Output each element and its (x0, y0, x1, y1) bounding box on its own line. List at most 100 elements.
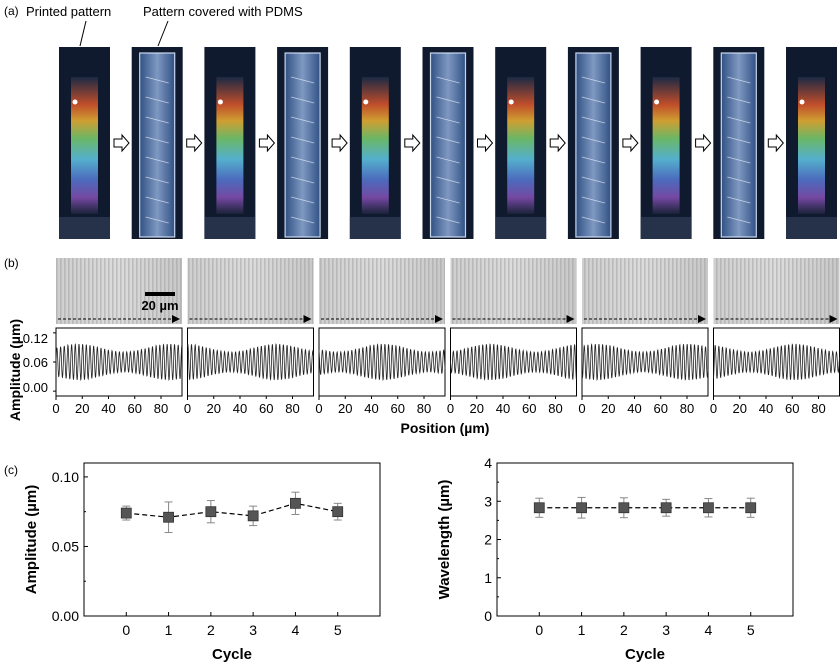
data-point (120, 507, 132, 519)
printed-pattern-photo (204, 47, 256, 239)
xtick-label: 1 (165, 622, 173, 638)
profile-xtick-label: 40 (759, 401, 773, 416)
micrograph-panel (713, 258, 840, 324)
ytick-label: 3 (484, 493, 492, 509)
profile-xtick-label: 40 (496, 401, 510, 416)
xtick-label: 2 (620, 622, 628, 638)
profile-xtick-label: 60 (654, 401, 668, 416)
profile-xtick-label: 40 (233, 401, 247, 416)
pdms-covered-photo (713, 47, 765, 239)
ytick-label: 1 (484, 570, 492, 586)
profile-xtick-label: 20 (601, 401, 615, 416)
data-point (163, 511, 174, 523)
micrograph-panel (450, 258, 577, 324)
sequence-arrow-icon (113, 133, 130, 153)
amplitude-vs-cycle-chart: 0.00 0.05 0.10 0 1 2 3 4 5 Cycle Amplitude (µm) (23, 462, 381, 663)
plot-frame (83, 462, 381, 617)
series-line (126, 502, 338, 518)
micrograph-panel (582, 258, 708, 324)
data-point (533, 502, 545, 514)
scan-direction-arrow-icon (829, 315, 838, 323)
xtick-label: 1 (578, 622, 586, 638)
profile-xtick-label: 80 (548, 401, 562, 416)
sequence-arrow-icon (404, 133, 421, 153)
micrograph-panel (187, 258, 314, 324)
profile-xtick-label: 0 (578, 401, 585, 416)
yaxis-label: Amplitude (µm) (23, 485, 40, 594)
profile-trace (450, 343, 577, 381)
data-point (332, 506, 344, 518)
profile-trace (318, 343, 446, 381)
data-point (618, 502, 630, 514)
panel-a-label: (a) (4, 4, 19, 18)
amplitude-profile: 0 20 40 60 80 (184, 327, 314, 416)
profile-xtick-label: 0 (315, 401, 322, 416)
ytick-label: 0 (484, 608, 492, 624)
data-point (703, 502, 714, 514)
amplitude-profile: 0 20 40 60 80 (578, 327, 709, 416)
profile-xtick-label: 0 (52, 401, 59, 416)
data-point (745, 502, 757, 514)
amplitude-profile: 0 20 40 60 80 (315, 327, 446, 416)
xtick-label: 4 (705, 622, 713, 638)
panel-b-ytick-0.00: 0.00 (23, 380, 48, 395)
profile-xtick-label: 80 (680, 401, 694, 416)
xtick-label: 5 (747, 622, 755, 638)
profile-xtick-label: 20 (75, 401, 89, 416)
scan-direction-arrow-icon (566, 315, 575, 323)
profile-xtick-label: 60 (259, 401, 273, 416)
profile-xtick-label: 40 (101, 401, 115, 416)
xtick-label: 0 (122, 622, 130, 638)
printed-pattern-annotation: Printed pattern (26, 4, 111, 19)
sequence-arrow-icon (695, 133, 712, 153)
xtick-label: 2 (207, 622, 215, 638)
sequence-arrow-icon (477, 133, 494, 153)
photo-sequence (59, 47, 837, 239)
micrograph-panel (319, 258, 445, 324)
xaxis-label: Cycle (625, 646, 665, 663)
amplitude-profile: 0 20 40 60 80 (447, 327, 577, 416)
pdms-covered-photo (277, 47, 329, 239)
scale-bar-label: 20 µm (141, 298, 178, 313)
printed-pattern-photo (640, 47, 692, 239)
sequence-arrow-icon (622, 133, 639, 153)
ytick-label: 4 (484, 455, 492, 471)
printed-pattern-leader (79, 20, 87, 47)
xaxis-label: Cycle (212, 646, 252, 663)
panel-b-ytick-0.06: 0.06 (23, 355, 48, 370)
pdms-covered-photo (567, 47, 619, 239)
ytick-label: 0.00 (52, 608, 79, 624)
profile-xtick-label: 0 (184, 401, 191, 416)
profile-xtick-label: 80 (811, 401, 825, 416)
printed-pattern-photo (495, 47, 547, 239)
wavelength-vs-cycle-chart: 0 1 2 3 4 0 1 2 3 4 5 Cycle Wavelength (µm) (436, 455, 794, 663)
xtick-label: 4 (292, 622, 300, 638)
scan-direction-arrow-icon (172, 315, 180, 323)
profile-trace (581, 343, 709, 381)
profile-xtick-label: 60 (522, 401, 536, 416)
profile-xtick-label: 0 (447, 401, 454, 416)
profile-xtick-label: 60 (785, 401, 799, 416)
profile-xtick-label: 80 (417, 401, 431, 416)
panel-c-label: (c) (4, 463, 18, 477)
pdms-pattern-annotation: Pattern covered with PDMS (143, 4, 303, 19)
data-point (247, 510, 259, 522)
printed-pattern-photo (349, 47, 401, 239)
sequence-arrow-icon (331, 133, 348, 153)
panel-b-xlabel: Position (µm) (401, 420, 490, 436)
pdms-covered-photo (422, 47, 474, 239)
xtick-label: 3 (249, 622, 257, 638)
ytick-label: 2 (484, 532, 492, 548)
pdms-pattern-leader (157, 20, 169, 47)
sequence-arrow-icon (549, 133, 566, 153)
sequence-arrow-icon (186, 133, 203, 153)
panel-b-ylabel: Amplitude (µm) (7, 319, 23, 421)
sequence-arrow-icon (258, 133, 276, 153)
profile-xtick-label: 60 (391, 401, 405, 416)
sequence-arrow-icon (767, 133, 784, 153)
amplitude-profile: 0 20 40 60 80 (710, 327, 840, 416)
profile-trace (187, 343, 314, 381)
amplitude-profile-row: 0 20 40 60 80 0 20 40 60 80 0 20 40 60 80 0 20 40 60 80 0 20 4… (52, 327, 840, 416)
data-point (290, 497, 301, 509)
